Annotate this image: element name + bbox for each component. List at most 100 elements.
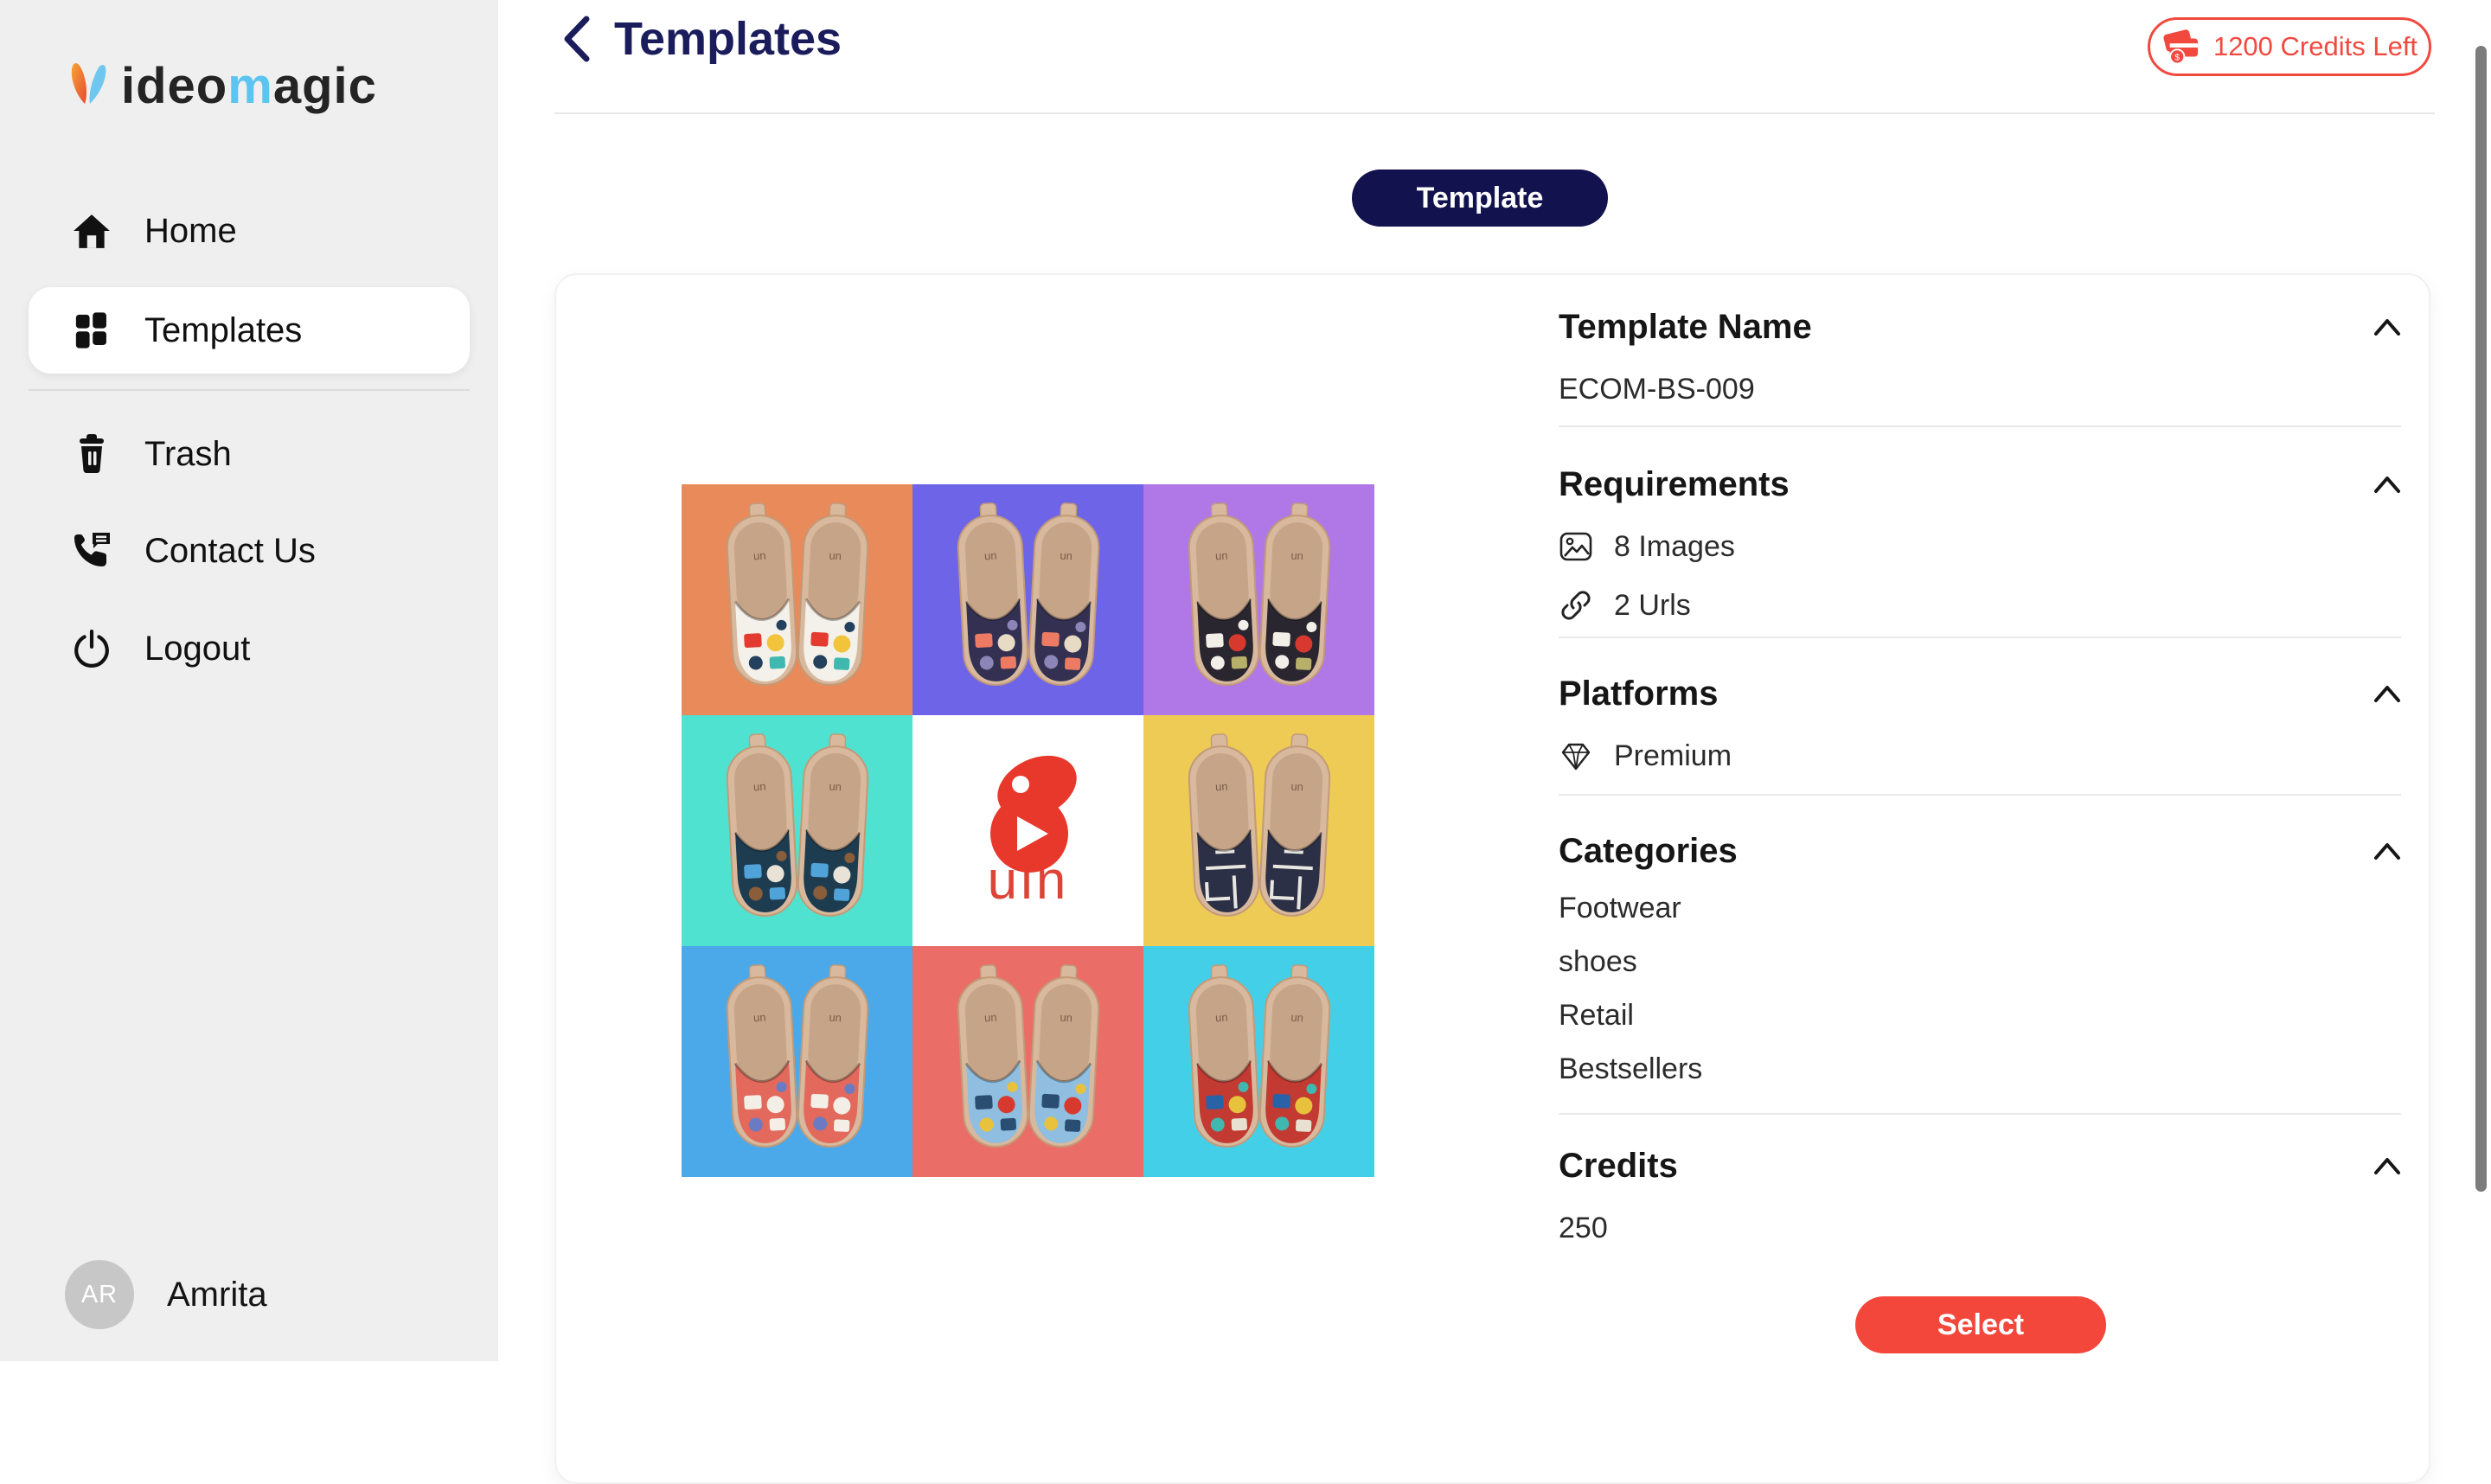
preview-cell-shoes-black-floral: un un xyxy=(1143,484,1374,715)
svg-text:un: un xyxy=(1215,551,1228,565)
template-name-heading: Template Name xyxy=(1559,308,1812,346)
back-button[interactable] xyxy=(560,14,592,64)
preview-cell-shoes-folk-art: un un xyxy=(913,946,1143,1177)
requirement-urls: 2 Urls xyxy=(1559,588,2401,623)
category-item: shoes xyxy=(1559,945,1637,978)
play-button[interactable] xyxy=(990,795,1068,873)
credits-left-label: 1200 Credits Left xyxy=(2212,31,2418,61)
svg-text:un: un xyxy=(753,1013,766,1027)
preview-grid: un un un xyxy=(682,484,1374,1177)
page-title: Templates xyxy=(614,13,842,65)
category-item: Footwear xyxy=(1559,892,1681,924)
sidebar-item-contact-us[interactable]: Contact Us xyxy=(29,508,470,594)
section-divider xyxy=(1559,636,2401,638)
play-icon xyxy=(1017,816,1048,851)
svg-text:un: un xyxy=(753,782,766,796)
requirements-heading: Requirements xyxy=(1559,465,1790,503)
chevron-up-icon[interactable] xyxy=(2373,317,2401,336)
images-icon xyxy=(1559,532,1592,561)
section-divider xyxy=(1559,1113,2401,1115)
sidebar: ideomagic Home Templates Trash xyxy=(0,0,498,1361)
svg-text:un: un xyxy=(1060,1013,1073,1027)
requirement-label: 2 Urls xyxy=(1614,588,1691,622)
avatar: AR xyxy=(65,1260,134,1329)
logout-power-icon xyxy=(74,630,109,668)
svg-text:un: un xyxy=(753,551,766,565)
section-platforms: Platforms Premium xyxy=(1559,673,2401,773)
preview-cell-shoes-ocean-swirl: un un xyxy=(682,715,913,946)
preview-cell-video-cover: uin xyxy=(913,715,1143,946)
svg-text:un: un xyxy=(1290,1013,1303,1027)
svg-text:un: un xyxy=(1060,551,1073,565)
svg-text:un: un xyxy=(984,551,997,565)
chevron-up-icon[interactable] xyxy=(2373,475,2401,494)
section-categories: Categories Footwear shoes Retail Bestsel… xyxy=(1559,830,2401,1086)
sidebar-item-templates[interactable]: Templates xyxy=(29,287,470,374)
svg-text:$: $ xyxy=(2174,52,2180,62)
gem-icon xyxy=(1561,743,1591,771)
credits-heading: Credits xyxy=(1559,1147,1678,1185)
section-credits: Credits 250 xyxy=(1559,1145,2401,1245)
contact-phone-icon xyxy=(74,533,110,566)
logo-v-icon xyxy=(71,63,106,104)
link-icon xyxy=(1561,591,1591,620)
logo-text-agic: agic xyxy=(272,58,377,114)
user-profile[interactable]: AR Amrita xyxy=(65,1260,267,1329)
logo-text-ideo: ideo xyxy=(121,58,228,114)
svg-text:un: un xyxy=(829,1013,842,1027)
sidebar-item-label: Logout xyxy=(144,629,251,668)
sidebar-item-label: Templates xyxy=(144,310,303,349)
section-template-name: Template Name ECOM-BS-009 xyxy=(1559,306,2401,406)
svg-text:un: un xyxy=(829,551,842,565)
section-divider xyxy=(1559,425,2401,427)
videomagic-logo: ideomagic xyxy=(67,55,377,114)
templates-grid-icon xyxy=(75,312,106,349)
category-item: Bestsellers xyxy=(1559,1052,1703,1085)
credits-left-badge[interactable]: $ 1200 Credits Left xyxy=(2148,17,2431,76)
chevron-up-icon[interactable] xyxy=(2373,841,2401,860)
platforms-heading: Platforms xyxy=(1559,675,1719,713)
preview-cell-shoes-maze: un un xyxy=(1143,715,1374,946)
platform-label: Premium xyxy=(1614,739,1732,772)
sidebar-item-trash[interactable]: Trash xyxy=(29,411,470,497)
chevron-up-icon[interactable] xyxy=(2373,1156,2401,1175)
sidebar-item-logout[interactable]: Logout xyxy=(29,605,470,692)
preview-cell-shoes-blossom: un un xyxy=(682,946,913,1177)
svg-text:un: un xyxy=(1215,782,1228,796)
chevron-up-icon[interactable] xyxy=(2373,684,2401,703)
user-name: Amrita xyxy=(167,1275,267,1314)
details-panel: Template Name ECOM-BS-009 Requirements xyxy=(1559,275,2401,1482)
header-divider xyxy=(554,112,2435,114)
sidebar-item-label: Trash xyxy=(144,434,232,473)
back-chevron-icon xyxy=(564,16,590,62)
platform-premium: Premium xyxy=(1559,739,2401,773)
svg-text:un: un xyxy=(1215,1013,1228,1027)
vertical-scrollbar-thumb[interactable] xyxy=(2475,46,2487,1192)
credit-cards-icon: $ xyxy=(2163,29,2199,65)
page-header: Templates xyxy=(560,12,842,66)
template-name-value: ECOM-BS-009 xyxy=(1559,373,1755,406)
section-divider xyxy=(1559,794,2401,796)
svg-text:un: un xyxy=(829,782,842,796)
section-requirements: Requirements 8 Images 2 Urls xyxy=(1559,464,2401,623)
svg-text:un: un xyxy=(1290,782,1303,796)
svg-text:un: un xyxy=(984,1013,997,1027)
credits-value: 250 xyxy=(1559,1212,1608,1244)
preview-cell-shoes-colorblock: un un xyxy=(682,484,913,715)
category-item: Retail xyxy=(1559,999,1634,1032)
svg-text:un: un xyxy=(1290,551,1303,565)
sidebar-item-label: Contact Us xyxy=(144,531,316,570)
preview-cell-shoes-mandala: un un xyxy=(1143,946,1374,1177)
template-tab-button[interactable]: Template xyxy=(1352,170,1608,227)
preview-cell-shoes-dragon-art: un un xyxy=(913,484,1143,715)
trash-icon xyxy=(80,434,104,474)
template-detail-card: un un un xyxy=(554,273,2430,1484)
sidebar-divider xyxy=(29,389,470,391)
sidebar-item-home[interactable]: Home xyxy=(29,188,470,274)
categories-heading: Categories xyxy=(1559,832,1738,870)
requirement-images: 8 Images xyxy=(1559,529,2401,564)
logo-text-m: m xyxy=(227,58,273,114)
select-button[interactable]: Select xyxy=(1855,1296,2106,1353)
requirement-label: 8 Images xyxy=(1614,529,1735,563)
sidebar-item-label: Home xyxy=(144,211,237,250)
